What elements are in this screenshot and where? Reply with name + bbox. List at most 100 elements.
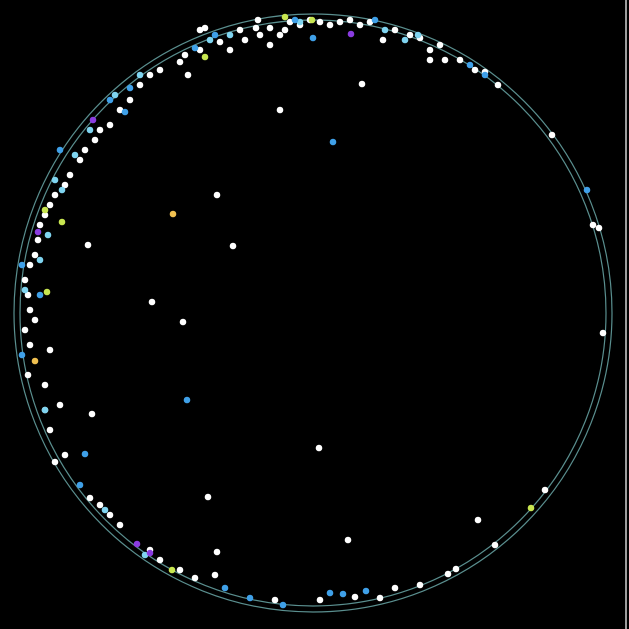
point bbox=[106, 121, 114, 129]
point bbox=[196, 46, 204, 54]
point bbox=[401, 36, 409, 44]
point bbox=[191, 44, 199, 52]
point bbox=[24, 291, 32, 299]
point bbox=[146, 549, 154, 557]
point bbox=[256, 31, 264, 39]
point bbox=[81, 146, 89, 154]
point bbox=[391, 26, 399, 34]
point bbox=[58, 218, 66, 226]
point bbox=[266, 24, 274, 32]
point bbox=[326, 21, 334, 29]
point bbox=[371, 16, 379, 24]
point bbox=[381, 26, 389, 34]
point bbox=[326, 589, 334, 597]
point bbox=[541, 486, 549, 494]
point bbox=[252, 24, 260, 32]
point bbox=[156, 66, 164, 74]
point bbox=[279, 601, 287, 609]
point bbox=[51, 191, 59, 199]
point bbox=[133, 540, 141, 548]
point bbox=[336, 18, 344, 26]
point bbox=[31, 316, 39, 324]
point bbox=[96, 126, 104, 134]
point bbox=[426, 46, 434, 54]
point bbox=[176, 58, 184, 66]
point bbox=[444, 570, 452, 578]
point bbox=[181, 51, 189, 59]
point bbox=[204, 493, 212, 501]
point bbox=[184, 71, 192, 79]
point bbox=[66, 171, 74, 179]
point bbox=[456, 56, 464, 64]
point bbox=[183, 396, 191, 404]
point bbox=[156, 556, 164, 564]
point bbox=[583, 186, 591, 194]
point bbox=[426, 56, 434, 64]
point bbox=[89, 116, 97, 124]
point bbox=[527, 504, 535, 512]
point bbox=[84, 241, 92, 249]
point bbox=[229, 242, 237, 250]
point bbox=[211, 571, 219, 579]
point bbox=[356, 21, 364, 29]
point bbox=[46, 346, 54, 354]
point bbox=[41, 381, 49, 389]
point bbox=[101, 506, 109, 514]
outer-ring bbox=[13, 13, 613, 613]
point bbox=[169, 210, 177, 218]
point bbox=[414, 31, 422, 39]
point bbox=[26, 306, 34, 314]
point bbox=[286, 18, 294, 26]
point bbox=[416, 581, 424, 589]
point bbox=[58, 186, 66, 194]
point bbox=[589, 221, 597, 229]
point bbox=[201, 24, 209, 32]
point bbox=[146, 71, 154, 79]
point bbox=[148, 298, 156, 306]
point bbox=[436, 41, 444, 49]
point bbox=[216, 38, 224, 46]
point bbox=[36, 221, 44, 229]
point bbox=[276, 31, 284, 39]
point bbox=[201, 53, 209, 61]
point bbox=[44, 231, 52, 239]
point bbox=[221, 584, 229, 592]
point bbox=[599, 329, 607, 337]
point bbox=[339, 590, 347, 598]
point bbox=[471, 66, 479, 74]
point bbox=[246, 594, 254, 602]
point bbox=[191, 574, 199, 582]
point bbox=[141, 551, 149, 559]
point bbox=[391, 584, 399, 592]
point bbox=[346, 16, 354, 24]
point bbox=[106, 96, 114, 104]
point bbox=[56, 146, 64, 154]
point bbox=[24, 371, 32, 379]
point bbox=[76, 156, 84, 164]
point bbox=[168, 566, 176, 574]
point bbox=[452, 565, 460, 573]
point bbox=[316, 18, 324, 26]
point bbox=[21, 276, 29, 284]
point bbox=[116, 106, 124, 114]
point bbox=[179, 318, 187, 326]
point bbox=[176, 566, 184, 574]
point bbox=[81, 450, 89, 458]
point bbox=[121, 108, 129, 116]
point bbox=[31, 357, 39, 365]
point bbox=[474, 516, 482, 524]
point bbox=[41, 406, 49, 414]
point bbox=[379, 36, 387, 44]
point bbox=[136, 71, 144, 79]
point bbox=[466, 61, 474, 69]
point bbox=[21, 286, 29, 294]
point bbox=[96, 501, 104, 509]
point bbox=[206, 36, 214, 44]
point bbox=[41, 206, 49, 214]
point bbox=[86, 126, 94, 134]
point bbox=[315, 444, 323, 452]
point bbox=[213, 548, 221, 556]
point bbox=[281, 13, 289, 21]
point bbox=[126, 96, 134, 104]
